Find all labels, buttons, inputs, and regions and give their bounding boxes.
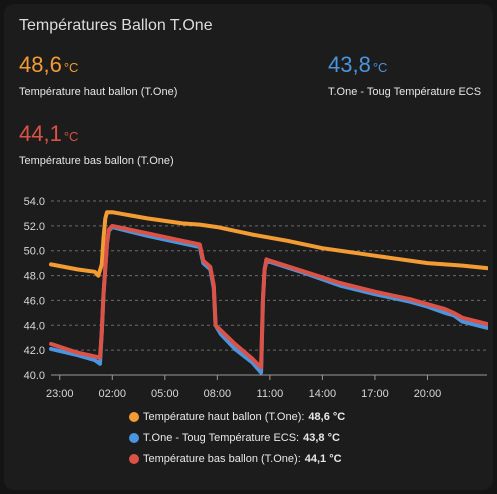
stat-value: 43,8 [328, 52, 371, 77]
series-line-2 [49, 225, 488, 375]
x-axis: 23:00 02:00 05:00 08:00 11:00 14:00 17:00 20:00 [46, 375, 441, 400]
y-tick-label: 50.0 [24, 246, 45, 258]
legend-label: Température bas ballon (T.One): [143, 452, 301, 465]
series-line-3 [49, 223, 488, 370]
stat-ecs[interactable]: 43,8 °C T.One - Toug Température ECS [328, 52, 481, 98]
x-tick-label: 05:00 [151, 388, 179, 400]
y-tick-label: 40.0 [24, 370, 45, 382]
stat-label: Température haut ballon (T.One) [19, 86, 178, 98]
stat-unit: °C [63, 129, 79, 144]
stat-value: 48,6 [19, 52, 62, 77]
x-tick-label: 11:00 [257, 388, 284, 400]
stat-unit: °C [63, 60, 79, 75]
legend-value: 48,6 °C [308, 410, 346, 423]
y-tick-label: 54.0 [24, 196, 45, 208]
series-line-1 [49, 210, 488, 278]
legend-dot-icon [129, 432, 139, 443]
chart-grid [51, 200, 487, 376]
card-title: Températures Ballon T.One [19, 17, 213, 34]
y-tick-label: 48.0 [24, 271, 45, 283]
x-tick-label: 14:00 [309, 388, 337, 400]
legend-item-bas-ballon[interactable]: Température bas ballon (T.One): 44,1 °C [129, 448, 345, 469]
legend-dot-icon [129, 411, 139, 422]
y-axis: 40.0 42.0 44.0 46.0 48.0 50.0 52.0 54.0 [24, 196, 45, 382]
legend-item-ecs[interactable]: T.One - Toug Température ECS: 43,8 °C [129, 427, 345, 448]
legend-value: 44,1 °C [304, 452, 342, 465]
legend-label: Température haut ballon (T.One): [143, 410, 305, 423]
stat-haut-ballon[interactable]: 48,6 °C Température haut ballon (T.One) [19, 52, 177, 98]
legend-dot-icon [129, 453, 139, 464]
x-tick-label: 20:00 [414, 388, 442, 400]
legend-item-haut-ballon[interactable]: Température haut ballon (T.One): 48,6 °C [129, 406, 345, 427]
y-tick-label: 46.0 [24, 295, 45, 307]
y-tick-label: 52.0 [24, 221, 45, 233]
x-tick-label: 08:00 [204, 388, 232, 400]
temperature-line-chart[interactable]: 40.0 42.0 44.0 46.0 48.0 50.0 52.0 54.0 23:00 02… [8, 8, 488, 403]
chart-legend: Température haut ballon (T.One): 48,6 °C… [129, 406, 345, 469]
x-tick-label: 23:00 [46, 388, 74, 400]
y-tick-label: 44.0 [24, 320, 45, 332]
stat-value: 44,1 [19, 121, 62, 146]
y-tick-label: 42.0 [24, 345, 45, 357]
legend-value: 43,8 °C [303, 431, 340, 444]
x-tick-label: 17:00 [361, 388, 389, 400]
x-tick-label: 02:00 [99, 388, 127, 400]
stat-label: T.One - Toug Température ECS [328, 86, 482, 98]
legend-label: T.One - Toug Température ECS: [143, 431, 300, 444]
temperature-card: Températures Ballon T.One 48,6 °C Tempéra… [4, 4, 493, 490]
stat-unit: °C [372, 60, 388, 75]
series-lines [49, 210, 488, 375]
stat-label: Température bas ballon (T.One) [19, 155, 174, 167]
stat-bas-ballon[interactable]: 44,1 °C Température bas ballon (T.One) [19, 121, 174, 167]
